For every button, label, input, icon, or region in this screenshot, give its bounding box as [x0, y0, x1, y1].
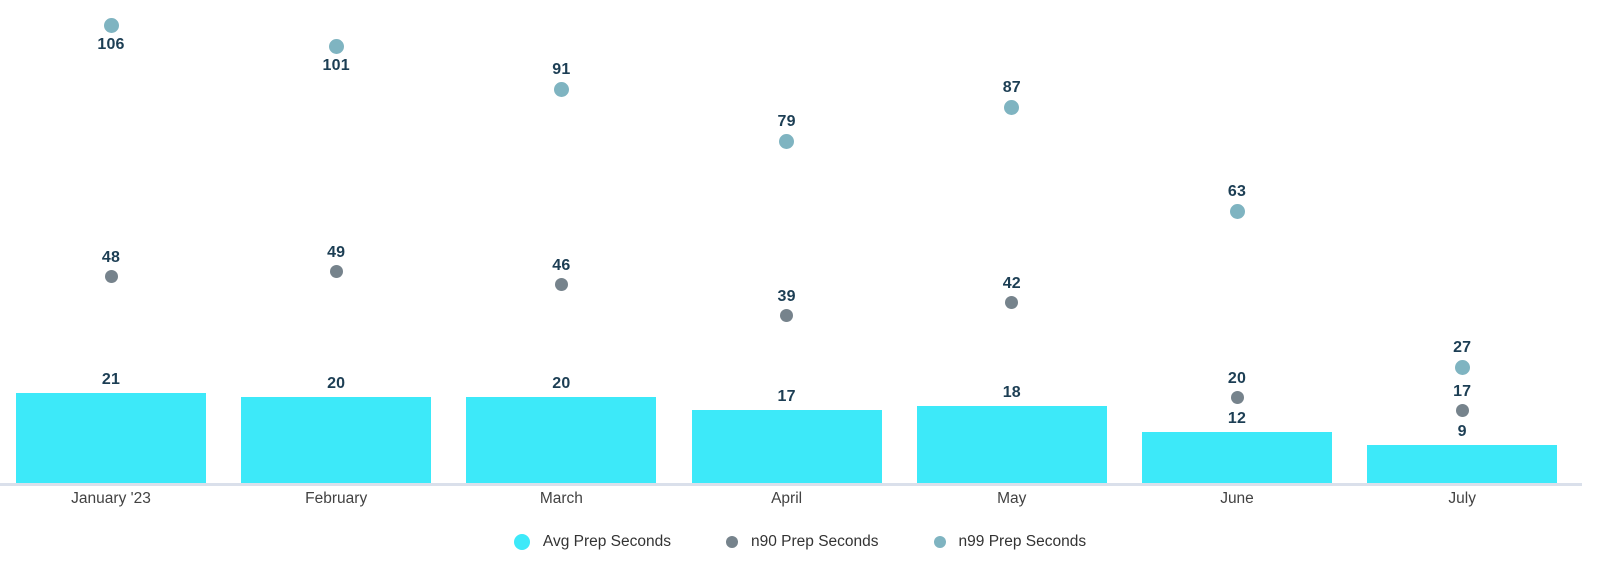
n99-value-label: 106 [97, 35, 125, 53]
n99-value-label: 27 [1453, 338, 1472, 356]
legend-item-n90[interactable]: n90 Prep Seconds [726, 533, 879, 551]
bar-value-label: 12 [1227, 410, 1247, 428]
bar-value-label: 18 [1002, 384, 1021, 402]
legend-item-n99[interactable]: n99 Prep Seconds [933, 533, 1087, 551]
legend-marker-icon [513, 534, 530, 550]
n90-dot[interactable] [1230, 390, 1244, 404]
n90-dot[interactable] [1455, 403, 1469, 417]
x-axis-label: April [771, 490, 803, 507]
avg-prep-bar[interactable] [466, 397, 657, 483]
avg-prep-bar[interactable] [241, 397, 432, 483]
n90-dot[interactable] [1005, 295, 1019, 309]
n90-value-label: 49 [327, 244, 346, 262]
legend-marker-icon [726, 536, 738, 548]
legend: Avg Prep Seconds n90 Prep Seconds n99 Prep… [0, 533, 1600, 551]
n90-dot[interactable] [329, 265, 343, 279]
n99-dot[interactable] [1454, 359, 1470, 375]
n90-value-label: 39 [777, 287, 796, 305]
n90-dot[interactable] [104, 269, 118, 283]
x-axis-label: June [1220, 490, 1254, 507]
n99-dot[interactable] [779, 134, 795, 150]
x-axis-line [0, 483, 1582, 486]
n99-dot[interactable] [1229, 203, 1245, 219]
n99-value-label: 91 [552, 61, 571, 79]
legend-label: n90 Prep Seconds [751, 533, 879, 550]
bar-value-label: 20 [327, 375, 346, 393]
legend-label: n99 Prep Seconds [958, 533, 1087, 550]
n90-value-label: 17 [1453, 382, 1472, 400]
bar-value-label: 20 [552, 375, 571, 393]
n99-value-label: 87 [1002, 78, 1021, 96]
n99-dot[interactable] [1004, 99, 1020, 115]
x-axis-label: February [305, 490, 368, 507]
legend-marker-icon [933, 536, 946, 548]
n99-dot[interactable] [103, 17, 119, 33]
avg-prep-bar[interactable] [691, 410, 882, 483]
bar-value-label: 17 [777, 388, 796, 406]
x-axis-label: March [539, 490, 583, 507]
bar-value-label: 9 [1457, 423, 1467, 441]
n90-value-label: 20 [1227, 369, 1247, 387]
avg-prep-bar[interactable] [1367, 445, 1558, 483]
legend-label: Avg Prep Seconds [542, 533, 671, 550]
n90-dot[interactable] [554, 278, 568, 292]
x-axis-label: July [1448, 490, 1476, 507]
avg-prep-bar[interactable] [916, 406, 1107, 483]
x-axis-label: January '23 [71, 490, 151, 507]
n99-dot[interactable] [328, 39, 344, 55]
n90-dot[interactable] [780, 308, 794, 322]
n99-value-label: 63 [1227, 182, 1247, 200]
n90-value-label: 46 [552, 257, 571, 275]
avg-prep-bar[interactable] [16, 393, 206, 483]
x-axis-label: May [997, 490, 1027, 507]
n99-value-label: 79 [777, 113, 796, 131]
legend-item-avg[interactable]: Avg Prep Seconds [513, 533, 671, 551]
n99-dot[interactable] [553, 82, 569, 98]
plot-area: 21 48 106 20 49 101 20 46 91 17 39 79 18 42 87 12 20 63 9 1… [16, 17, 1558, 483]
n90-value-label: 42 [1002, 274, 1021, 292]
avg-prep-bar[interactable] [1142, 432, 1332, 483]
bar-value-label: 21 [101, 371, 121, 389]
n99-value-label: 101 [322, 57, 350, 75]
n90-value-label: 48 [101, 248, 121, 266]
